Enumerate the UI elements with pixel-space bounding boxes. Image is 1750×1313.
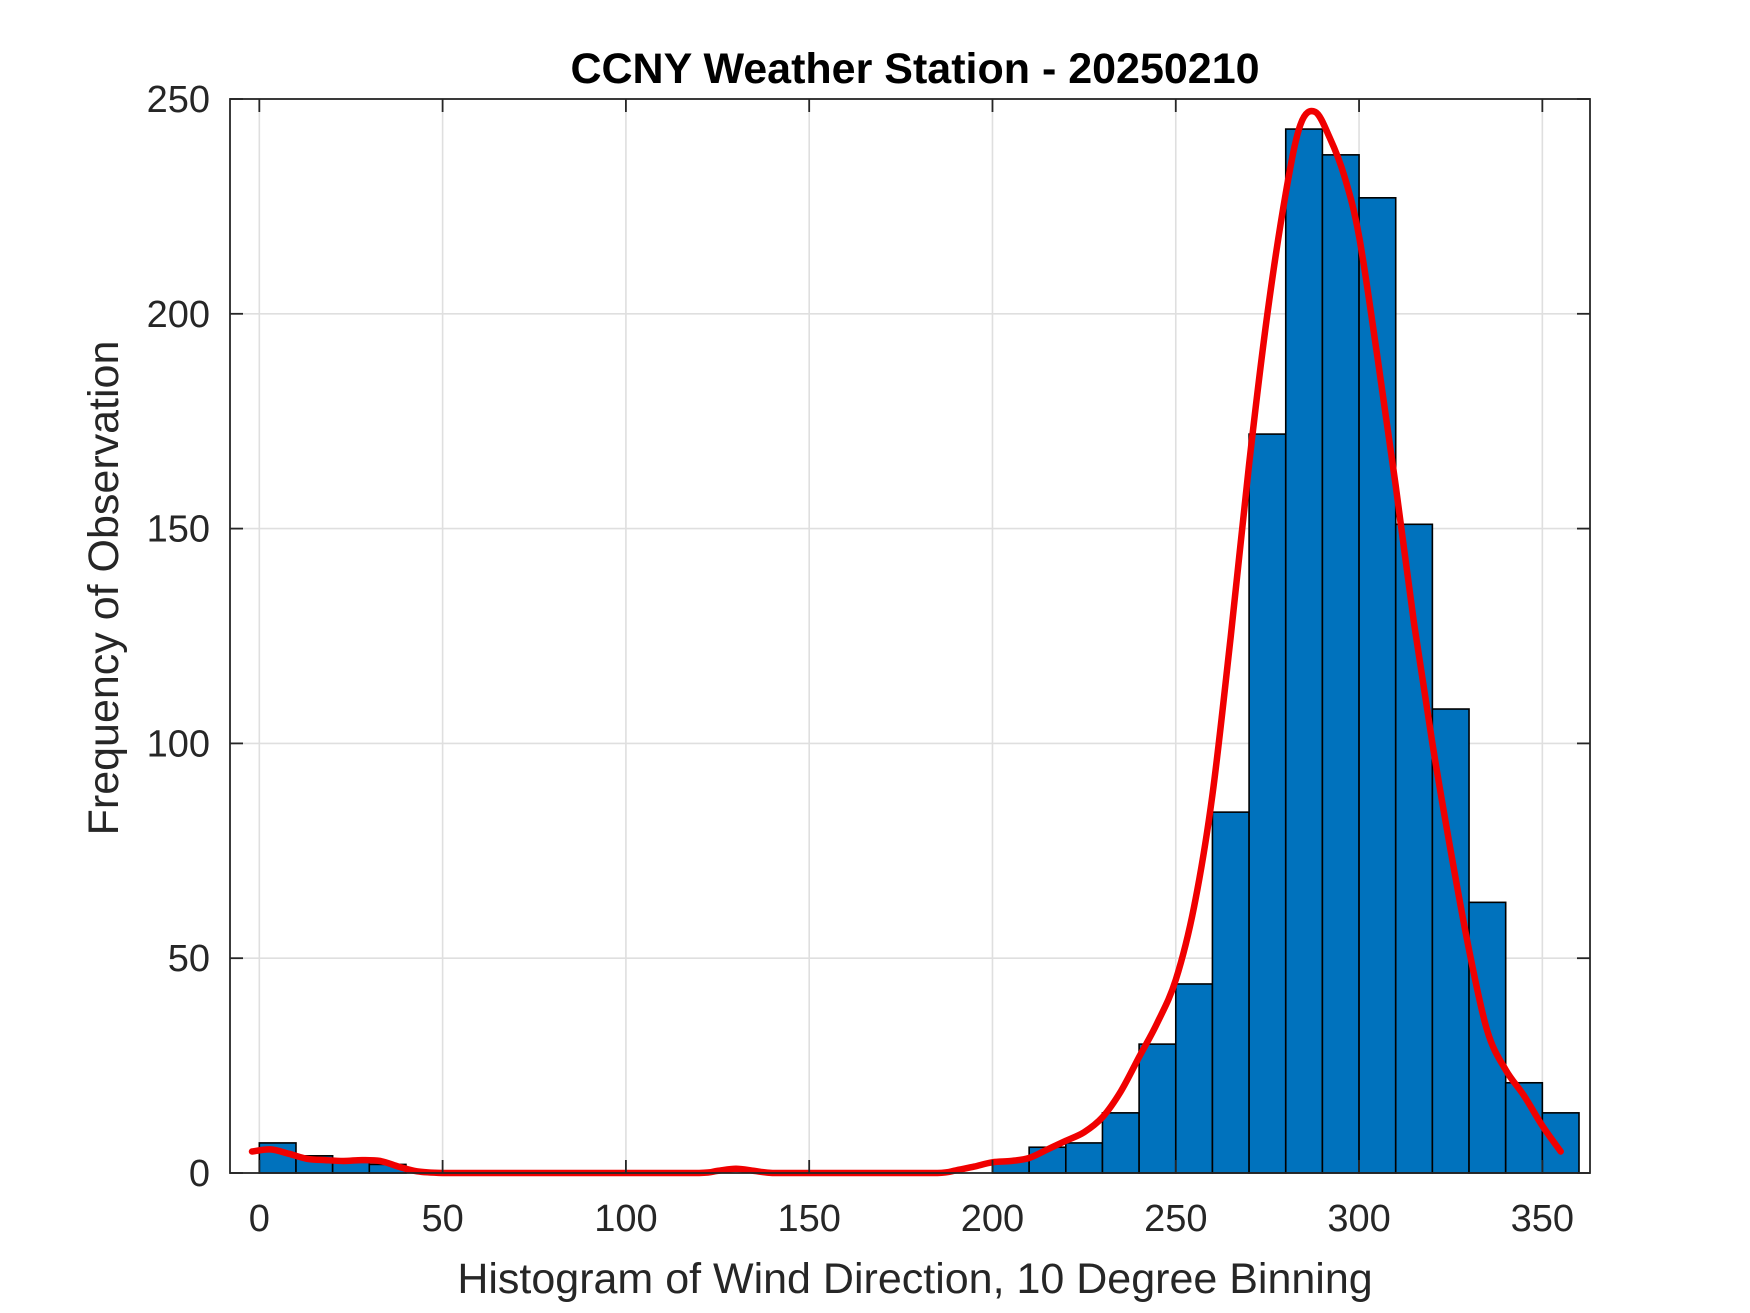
histogram-bars [258,128,1580,1174]
x-axis-label: Histogram of Wind Direction, 10 Degree B… [457,1255,1372,1303]
x-tick-label-0: 0 [249,1198,270,1240]
histogram-bar-250 [1174,983,1214,1174]
y-tick-label-100: 100 [147,723,210,765]
x-tick-label-200: 200 [961,1198,1024,1240]
x-tick-label-50: 50 [421,1198,463,1240]
x-tick-label-100: 100 [594,1198,657,1240]
x-tick-label-250: 250 [1144,1198,1207,1240]
histogram-bar-260 [1211,811,1250,1174]
histogram-bar-240 [1138,1043,1177,1174]
chart-title: CCNY Weather Station - 20250210 [570,45,1259,93]
y-tick-label-150: 150 [147,509,210,551]
x-tick-label-300: 300 [1327,1198,1390,1240]
histogram-bar-290 [1321,154,1360,1174]
histogram-bar-220 [1064,1142,1104,1174]
y-tick-label-200: 200 [147,294,210,336]
histogram-bar-350 [1541,1112,1580,1174]
y-tick-label-250: 250 [147,79,210,121]
histogram-bar-230 [1101,1112,1140,1174]
histogram-bar-270 [1248,433,1287,1174]
axes [229,98,1591,1174]
axes-box [229,98,1591,1174]
tick-labels: 0 50 100 150 200 250 300 350 0 50 100 150 200 250 [147,79,1574,1240]
x-tick-label-150: 150 [777,1198,840,1240]
x-tick-label-350: 350 [1511,1198,1574,1240]
y-tick-label-0: 0 [189,1153,210,1195]
y-axis-label: Frequency of Observation [80,341,128,836]
histogram-bar-280 [1284,128,1324,1174]
y-tick-label-50: 50 [168,938,210,980]
